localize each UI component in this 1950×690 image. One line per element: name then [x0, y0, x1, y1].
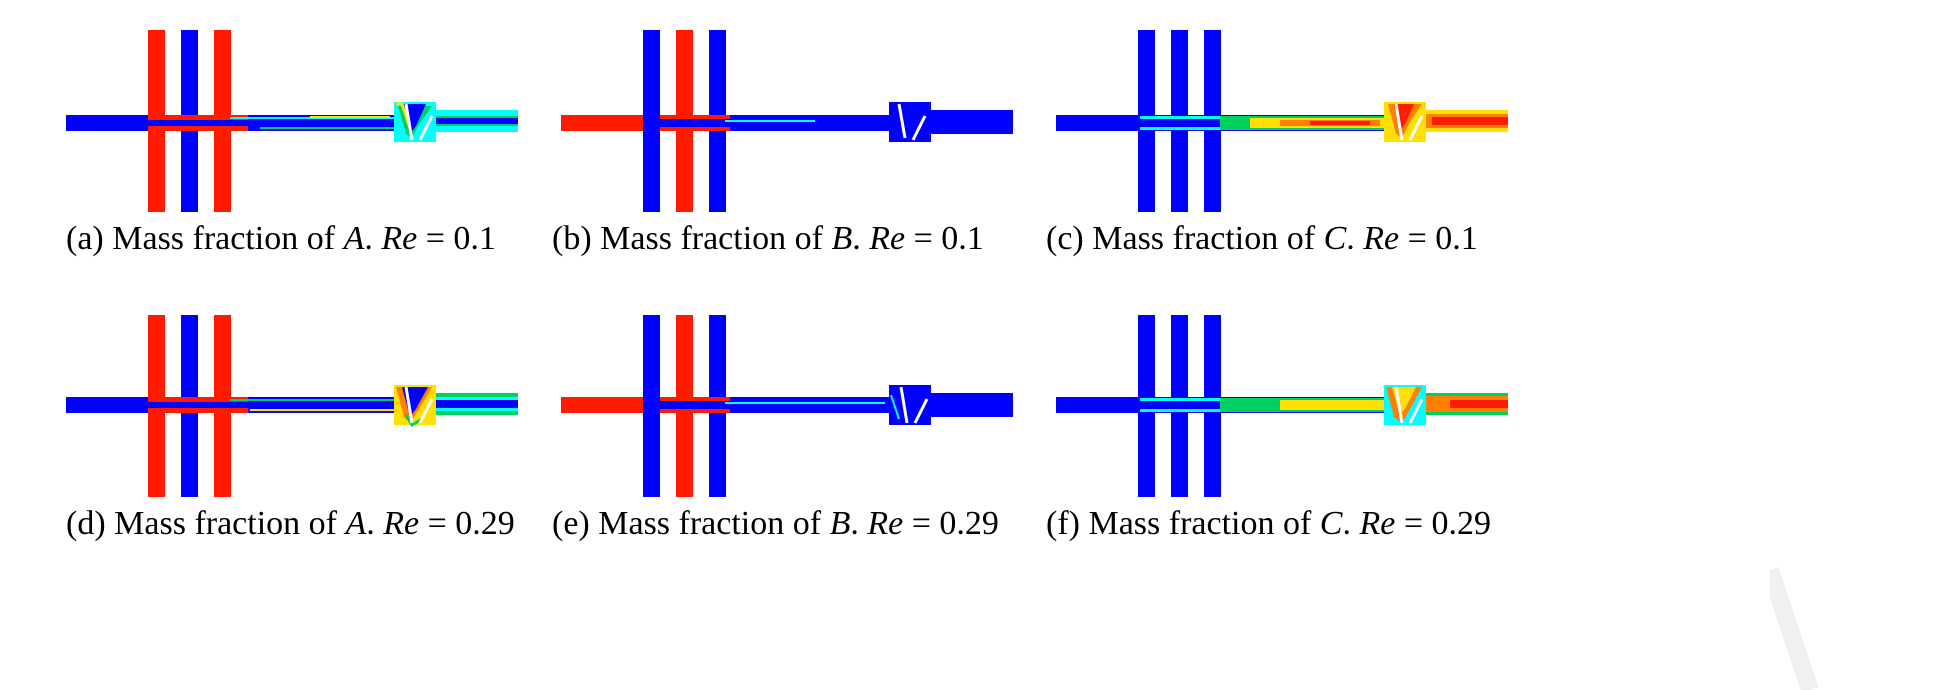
- caption-e: (e) Mass fraction of B. Re = 0.29: [552, 505, 999, 543]
- draft-watermark: [1770, 560, 1830, 690]
- caption-b: (b) Mass fraction of B. Re = 0.1: [552, 220, 984, 258]
- panel-e-image: [555, 315, 1025, 505]
- caption-f: (f) Mass fraction of C. Re = 0.29: [1046, 505, 1491, 543]
- caption-a: (a) Mass fraction of A. Re = 0.1: [66, 220, 496, 258]
- caption-d: (d) Mass fraction of A. Re = 0.29: [66, 505, 515, 543]
- panel-b-image: [555, 30, 1025, 220]
- panel-c-image: [1050, 30, 1520, 220]
- panel-d-image: [60, 315, 530, 505]
- panel-a-image: [60, 30, 530, 220]
- caption-c: (c) Mass fraction of C. Re = 0.1: [1046, 220, 1478, 258]
- panel-f-image: [1050, 315, 1520, 505]
